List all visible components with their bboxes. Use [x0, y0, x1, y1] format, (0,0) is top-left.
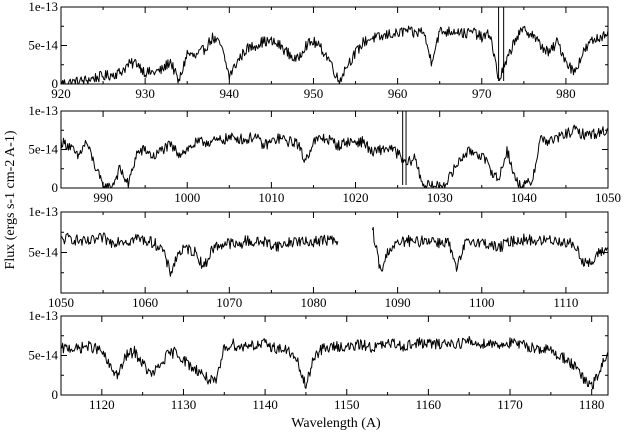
- y-tick-label: 1e-13: [28, 308, 58, 323]
- panel-3: 1050 1060 1070 1080 1090 1100 1110 5e-14 1e-13: [28, 204, 609, 310]
- spectrum-line-2: [61, 124, 608, 188]
- x-tick-label: 960: [388, 86, 408, 101]
- y-tick-label: 0: [52, 387, 59, 402]
- y-tick-label: 5e-14: [28, 142, 58, 157]
- x-tick-label: 930: [135, 86, 155, 101]
- x-tick-label: 1150: [334, 397, 360, 412]
- x-axis-title: Wavelength (A): [291, 416, 381, 431]
- y-tick-label: 5e-14: [28, 245, 58, 260]
- x-tick-label: 1030: [427, 190, 453, 205]
- x-tick-label: 1060: [132, 295, 158, 310]
- x-tick-label: 1120: [89, 397, 115, 412]
- x-tick-label: 1050: [48, 295, 74, 310]
- panel-2: 990 1000 1010 1020 1030 1040 1050 0 5e-14 1e-13: [28, 103, 621, 205]
- x-tick-label: 1070: [216, 295, 242, 310]
- x-tick-label: 920: [51, 86, 71, 101]
- y-tick-label: 0: [52, 180, 59, 195]
- y-tick-label: 5e-14: [28, 348, 58, 363]
- spectrum-line-3: [61, 226, 608, 277]
- x-tick-label: 1170: [497, 397, 523, 412]
- x-tick-label: 980: [556, 86, 576, 101]
- x-tick-label: 1140: [252, 397, 278, 412]
- spectrum-line-4: [61, 335, 608, 390]
- x-tick-label: 1110: [553, 295, 578, 310]
- panel-4: 1120 1130 1140 1150 1160 1170 1180 0 5e-14 1e-13: [28, 308, 609, 412]
- x-tick-label: 1180: [579, 397, 605, 412]
- x-tick-label: 970: [472, 86, 492, 101]
- plot-frame: [60, 110, 609, 189]
- x-tick-label: 1160: [416, 397, 442, 412]
- x-tick-label: 1090: [385, 295, 411, 310]
- x-tick-label: 1100: [469, 295, 495, 310]
- spectrum-line-1: [61, 25, 608, 84]
- x-tick-label: 1040: [511, 190, 537, 205]
- y-tick-label: 1e-13: [28, 204, 58, 219]
- y-tick-label: 5e-14: [28, 38, 58, 53]
- y-tick-label: 1e-13: [28, 103, 58, 118]
- y-axis-title: Flux (ergs s-1 cm-2 A-1): [3, 130, 18, 269]
- x-tick-label: 1050: [595, 190, 621, 205]
- x-tick-label: 1010: [258, 190, 284, 205]
- y-tick-label: 1e-13: [28, 0, 58, 14]
- plot-frame: [60, 211, 609, 294]
- x-tick-label: 1130: [171, 397, 197, 412]
- x-tick-label: 1020: [343, 190, 369, 205]
- x-tick-label: 990: [93, 190, 113, 205]
- x-tick-label: 1080: [300, 295, 326, 310]
- panel-1: 920 930 940 950 960 970 980 0 5e-14 1e-13: [28, 0, 609, 101]
- plot-frame: [60, 315, 609, 396]
- x-tick-label: 950: [304, 86, 324, 101]
- x-tick-label: 1000: [174, 190, 200, 205]
- y-tick-label: 0: [52, 76, 59, 91]
- x-tick-label: 940: [220, 86, 240, 101]
